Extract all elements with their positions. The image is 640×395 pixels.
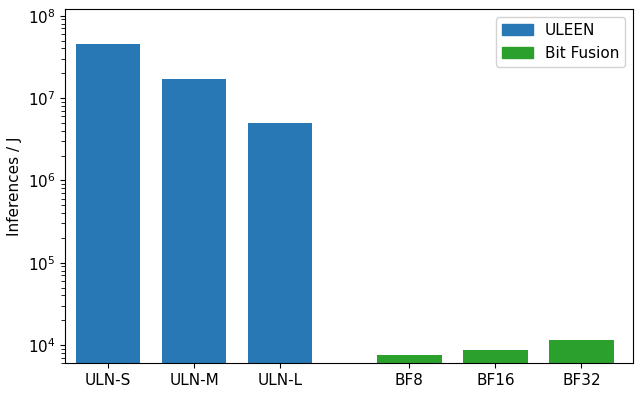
Bar: [248, 123, 312, 395]
Bar: [162, 79, 227, 395]
Y-axis label: Inferences / J: Inferences / J: [7, 137, 22, 236]
Bar: [377, 356, 442, 395]
Bar: [549, 340, 614, 395]
Bar: [463, 350, 527, 395]
Legend: ULEEN, Bit Fusion: ULEEN, Bit Fusion: [496, 17, 625, 67]
Bar: [76, 44, 140, 395]
